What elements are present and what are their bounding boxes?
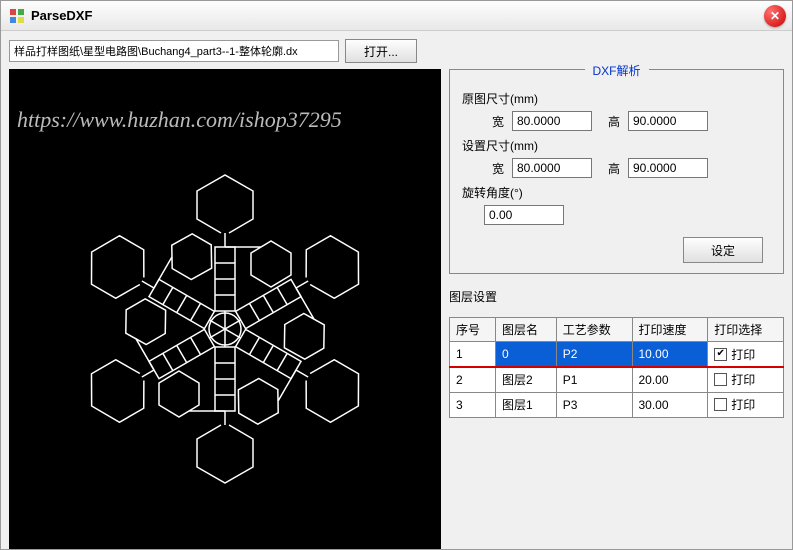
cell-param[interactable]: P2 [556,342,632,367]
orig-size-label: 原图尺寸(mm) [462,90,773,107]
orig-width-label: 宽 [484,113,504,130]
app-window: ParseDXF ✕ 样品打样图纸\星型电路图\Buchang4_part3--… [0,0,793,550]
orig-height-input[interactable] [628,111,708,131]
col-name[interactable]: 图层名 [495,318,556,342]
content-area: 样品打样图纸\星型电路图\Buchang4_part3--1-整体轮廓.dx 打… [1,31,792,549]
cell-speed[interactable]: 10.00 [632,342,708,367]
orig-size-row: 宽 高 [484,111,773,131]
group-title: DXF解析 [584,62,648,79]
col-idx[interactable]: 序号 [450,318,496,342]
dxf-canvas[interactable]: https://www.huzhan.com/ishop37295 [9,69,441,549]
table-row[interactable]: 10P210.00 ✔ 打印 [450,342,784,367]
set-height-label: 高 [600,160,620,177]
open-button[interactable]: 打开... [345,39,417,63]
dxf-parse-group: DXF解析 原图尺寸(mm) 宽 高 设置尺寸(mm) 宽 高 [449,69,784,274]
cell-sel[interactable]: ✔ 打印 [708,342,784,367]
table-row[interactable]: 2图层2P120.00 打印 [450,367,784,393]
set-size-row: 宽 高 [484,158,773,178]
sel-label: 打印 [731,371,755,388]
rotate-input[interactable] [484,205,564,225]
col-speed[interactable]: 打印速度 [632,318,708,342]
titlebar: ParseDXF ✕ [1,1,792,31]
dxf-drawing [9,69,441,549]
rotate-row [484,205,773,225]
set-width-input[interactable] [512,158,592,178]
set-height-input[interactable] [628,158,708,178]
filepath-input[interactable]: 样品打样图纸\星型电路图\Buchang4_part3--1-整体轮廓.dx [9,40,339,62]
checkbox-icon[interactable] [714,398,727,411]
cell-sel[interactable]: 打印 [708,367,784,393]
close-button[interactable]: ✕ [764,5,786,27]
cell-name[interactable]: 图层1 [495,392,556,417]
cell-speed[interactable]: 20.00 [632,367,708,393]
col-sel[interactable]: 打印选择 [708,318,784,342]
cell-idx: 3 [450,392,496,417]
set-button[interactable]: 设定 [683,237,763,263]
checkbox-icon[interactable]: ✔ [714,348,727,361]
top-row: 样品打样图纸\星型电路图\Buchang4_part3--1-整体轮廓.dx 打… [9,39,784,63]
cell-idx: 1 [450,342,496,367]
set-width-label: 宽 [484,160,504,177]
cell-param[interactable]: P1 [556,367,632,393]
set-size-label: 设置尺寸(mm) [462,137,773,154]
cell-idx: 2 [450,367,496,393]
app-icon [9,8,25,24]
cell-param[interactable]: P3 [556,392,632,417]
layers-section-label: 图层设置 [449,288,784,305]
close-icon: ✕ [770,9,780,23]
orig-height-label: 高 [600,113,620,130]
col-param[interactable]: 工艺参数 [556,318,632,342]
checkbox-icon[interactable] [714,373,727,386]
layers-table: 序号 图层名 工艺参数 打印速度 打印选择 10P210.00✔打印2图层2P1… [449,317,784,418]
main-row: https://www.huzhan.com/ishop37295 DXF解析 … [9,69,784,549]
right-panel: DXF解析 原图尺寸(mm) 宽 高 设置尺寸(mm) 宽 高 [449,69,784,549]
rotate-label: 旋转角度(°) [462,184,773,201]
cell-speed[interactable]: 30.00 [632,392,708,417]
sel-label: 打印 [731,396,755,413]
table-header-row: 序号 图层名 工艺参数 打印速度 打印选择 [450,318,784,342]
table-row[interactable]: 3图层1P330.00 打印 [450,392,784,417]
cell-sel[interactable]: 打印 [708,392,784,417]
cell-name[interactable]: 0 [495,342,556,367]
orig-width-input[interactable] [512,111,592,131]
sel-label: 打印 [731,346,755,363]
window-title: ParseDXF [31,8,92,23]
cell-name[interactable]: 图层2 [495,367,556,393]
